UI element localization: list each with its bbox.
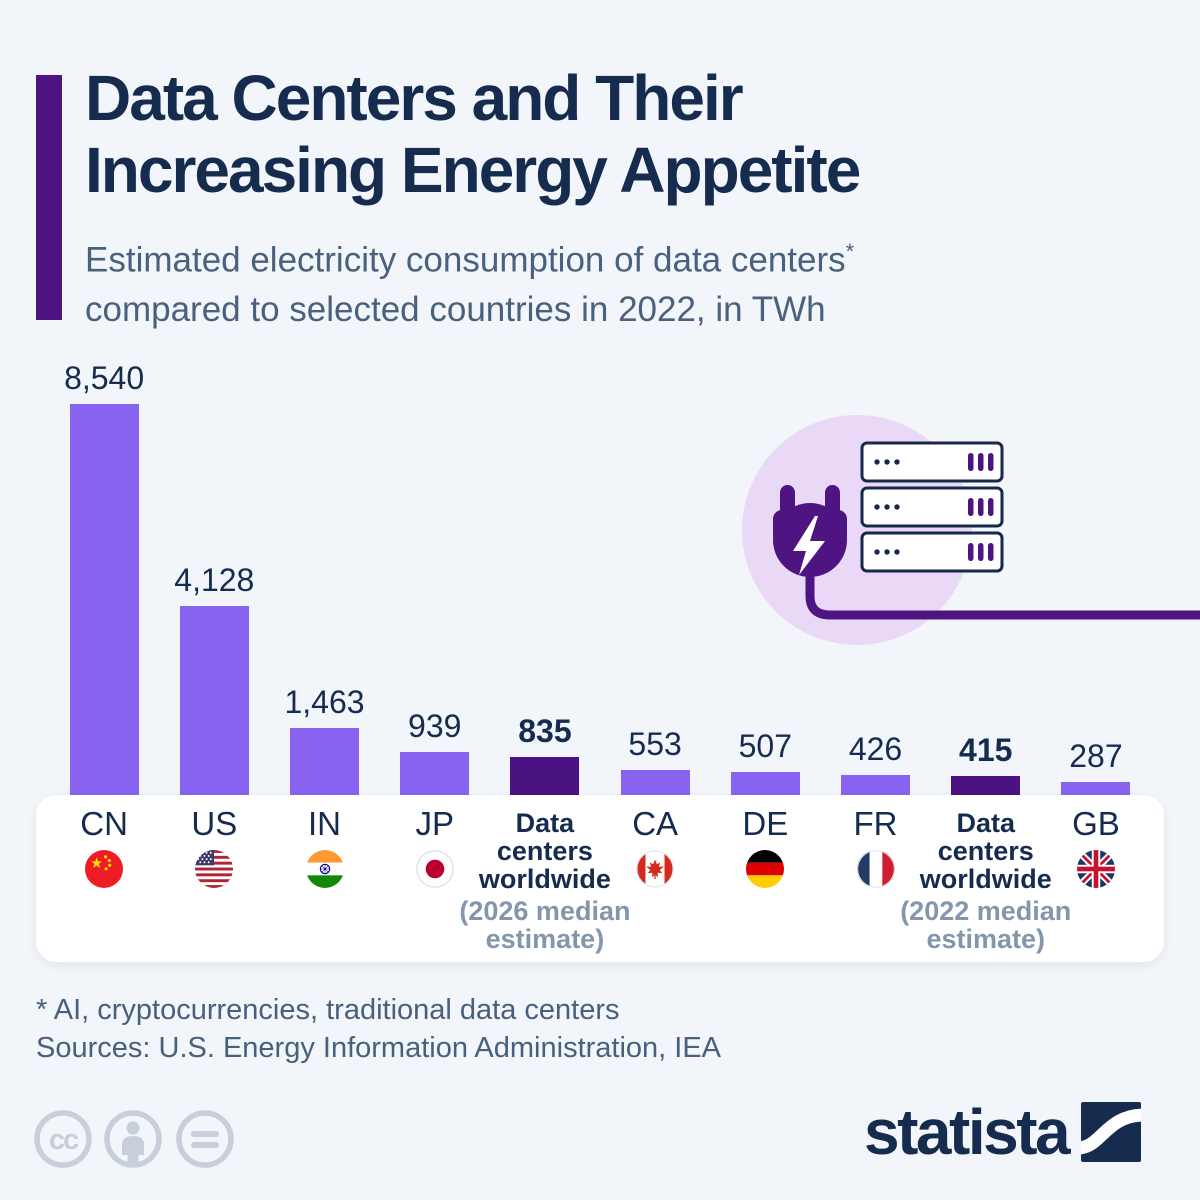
legend-country-code: JP: [415, 805, 454, 842]
bar-value-label: 426: [848, 731, 903, 767]
bar-column: 507: [710, 360, 820, 795]
legend-country-code: CA: [632, 805, 679, 842]
fr-flag-icon: [856, 850, 895, 888]
legend-country-code: IN: [308, 805, 341, 842]
legend-note-line: estimate): [485, 924, 605, 954]
attribution-icon: [104, 1110, 162, 1168]
sources-line: Sources: U.S. Energy Information Adminis…: [36, 1032, 722, 1064]
bar-column: 415: [931, 360, 1041, 795]
no-derivatives-icon: [176, 1110, 234, 1168]
legend-item: GB: [1041, 805, 1151, 953]
server-rack-icon: [860, 531, 1004, 573]
footer-notes: * AI, cryptocurrencies, traditional data…: [36, 991, 721, 1067]
legend-label-line: worldwide: [919, 864, 1052, 894]
bar-IN: [290, 728, 359, 795]
legend-item: JP: [380, 805, 490, 953]
legend-item: DE: [710, 805, 820, 953]
bar-CN: [69, 404, 139, 795]
legend-item: CN: [49, 805, 159, 953]
de-flag-icon: [746, 850, 785, 888]
bar-value-label: 553: [628, 726, 682, 762]
bar-value-label: 1,463: [284, 684, 365, 720]
legend-note-line: (2026 median: [459, 896, 631, 926]
page-title-line1: Data Centers and Their: [85, 62, 744, 134]
svg-text:cc: cc: [49, 1124, 79, 1156]
statista-logo-text: statista: [864, 1096, 1071, 1168]
cc-icon: cc: [34, 1110, 92, 1168]
ca-flag-icon: [636, 850, 674, 888]
bar-JP: [400, 752, 470, 795]
legend-label-line: Data: [515, 808, 575, 838]
bar-column: 835: [490, 360, 600, 795]
bar-Data centers worldwide (2022 median estimate): [951, 776, 1021, 795]
bar-chart: 8,540 4,128 1,463 939 835 553 507 426 415 287: [49, 360, 1151, 795]
legend-country-code: US: [191, 805, 238, 842]
legend-country-code: GB: [1072, 805, 1120, 842]
server-rack-icon: [860, 441, 1004, 483]
license-icons: cc: [34, 1110, 234, 1168]
gb-flag-icon: [1076, 850, 1115, 888]
legend-note-line: estimate): [926, 924, 1045, 954]
bar-value-label: 415: [959, 732, 1013, 768]
legend-panel: CN US IN JP Data centers worldwide (2026 median…: [36, 795, 1164, 962]
bar-value-label: 4,128: [174, 562, 255, 598]
us-flag-icon: [195, 850, 234, 888]
bar-column: 939: [380, 360, 490, 795]
in-flag-icon: [305, 850, 344, 888]
legend-item: US: [159, 805, 269, 953]
bar-US: [179, 606, 249, 795]
jp-flag-icon: [415, 850, 454, 888]
legend-label-line: centers: [937, 836, 1034, 866]
footnote: * AI, cryptocurrencies, traditional data…: [36, 994, 620, 1026]
legend-country-code: CN: [80, 805, 128, 842]
legend-item: IN: [269, 805, 379, 953]
bar-column: 4,128: [159, 360, 269, 795]
cn-flag-icon: [85, 850, 124, 888]
bar-value-label: 8,540: [64, 360, 145, 396]
title-accent-bar: [36, 75, 62, 320]
statista-logo-mark-icon: [1081, 1102, 1142, 1162]
power-cable-line: [805, 568, 1200, 620]
subtitle-line2: compared to selected countries in 2022, …: [85, 289, 826, 329]
bar-Data centers worldwide (2026 median estimate): [510, 757, 580, 795]
legend-label-line: Data: [956, 808, 1015, 838]
bar-GB: [1061, 782, 1131, 795]
data-center-illustration: [742, 415, 1200, 645]
bar-value-label: 287: [1069, 738, 1123, 774]
bar-CA: [620, 770, 690, 795]
bar-value-label: 939: [408, 708, 462, 744]
bar-value-label: 507: [738, 728, 793, 764]
legend-item: Data centers worldwide (2022 median estimate…: [900, 805, 1071, 953]
legend-row: CN US IN JP Data centers worldwide (2026 median…: [49, 805, 1151, 953]
legend-country-code: DE: [742, 805, 789, 842]
lightning-bolt-icon: [793, 516, 825, 575]
legend-item: FR: [820, 805, 930, 953]
server-rack-icon: [860, 486, 1004, 528]
legend-item: Data centers worldwide (2026 median estimate…: [459, 805, 630, 953]
legend-label-line: centers: [496, 836, 593, 866]
legend-country-code: FR: [853, 805, 898, 842]
footnote-asterisk: *: [845, 239, 855, 264]
bar-column: 1,463: [269, 360, 379, 795]
bar-DE: [730, 772, 800, 795]
bar-column: 426: [820, 360, 930, 795]
bar-column: 8,540: [49, 360, 159, 795]
page-title-line2: Increasing Energy Appetite: [85, 134, 861, 206]
bar-FR: [841, 775, 911, 795]
bar-column: 553: [600, 360, 710, 795]
bar-value-label: 835: [518, 713, 572, 749]
page-title: Data Centers and Their Increasing Energy…: [85, 62, 861, 206]
legend-item: CA: [600, 805, 710, 953]
subtitle-line1: Estimated electricity consumption of dat…: [85, 239, 855, 280]
legend-label-line: worldwide: [478, 864, 611, 894]
bar-column: 287: [1041, 360, 1151, 795]
page-subtitle: Estimated electricity consumption of dat…: [85, 227, 854, 334]
statista-logo: statista: [864, 1096, 1142, 1168]
legend-note-line: (2022 median: [900, 896, 1072, 926]
